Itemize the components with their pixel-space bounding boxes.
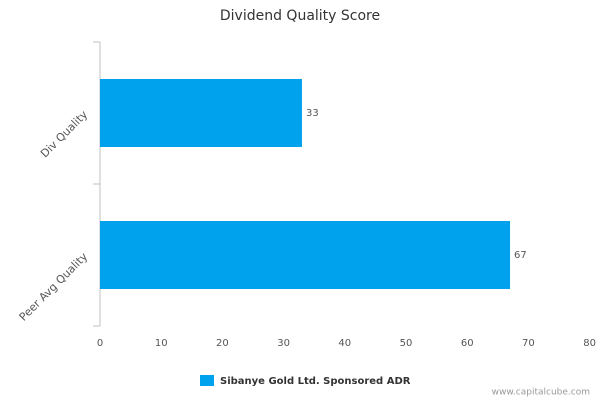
bar	[100, 79, 302, 147]
x-tick-label: 70	[522, 338, 535, 349]
legend-label: Sibanye Gold Ltd. Sponsored ADR	[220, 376, 411, 387]
bar	[100, 221, 511, 289]
x-tick-label: 30	[277, 338, 290, 349]
x-tick-label: 10	[155, 338, 168, 349]
chart-title: Dividend Quality Score	[220, 8, 380, 24]
x-tick-label: 20	[216, 338, 229, 349]
x-tick-label: 50	[400, 338, 413, 349]
x-tick-label: 40	[338, 338, 351, 349]
y-tick-label: Div Quality	[38, 108, 91, 161]
x-tick-label: 0	[97, 338, 103, 349]
data-label: 33	[306, 108, 319, 119]
x-tick-label: 60	[461, 338, 474, 349]
x-tick-label: 80	[583, 338, 596, 349]
legend-swatch	[200, 375, 214, 386]
data-label: 67	[514, 250, 527, 261]
y-tick-label: Peer Avg Quality	[17, 250, 91, 324]
source: www.capitalcube.com	[492, 388, 590, 398]
